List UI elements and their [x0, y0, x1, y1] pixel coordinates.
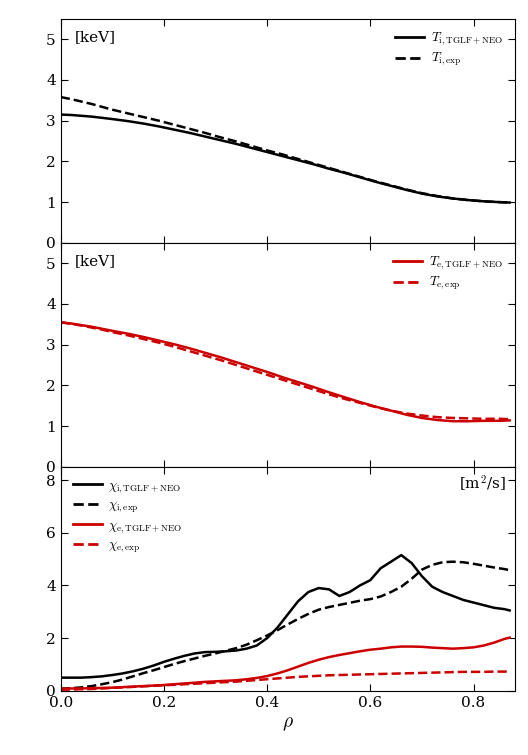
Legend: $T_{\mathrm{i,TGLF+NEO}}$, $T_{\mathrm{i,exp}}$: $T_{\mathrm{i,TGLF+NEO}}$, $T_{\mathrm{i… — [390, 26, 508, 74]
Text: [keV]: [keV] — [74, 30, 115, 44]
X-axis label: $\rho$: $\rho$ — [282, 715, 294, 733]
Legend: $\chi_{\mathrm{i,TGLF+NEO}}$, $\chi_{\mathrm{i,exp}}$, $\chi_{\mathrm{e,TGLF+NEO: $\chi_{\mathrm{i,TGLF+NEO}}$, $\chi_{\ma… — [67, 473, 188, 560]
Legend: $T_{\mathrm{e,TGLF+NEO}}$, $T_{\mathrm{e,exp}}$: $T_{\mathrm{e,TGLF+NEO}}$, $T_{\mathrm{e… — [388, 249, 508, 297]
Text: [m$^2$/s]: [m$^2$/s] — [459, 473, 506, 494]
Text: [keV]: [keV] — [74, 254, 115, 268]
